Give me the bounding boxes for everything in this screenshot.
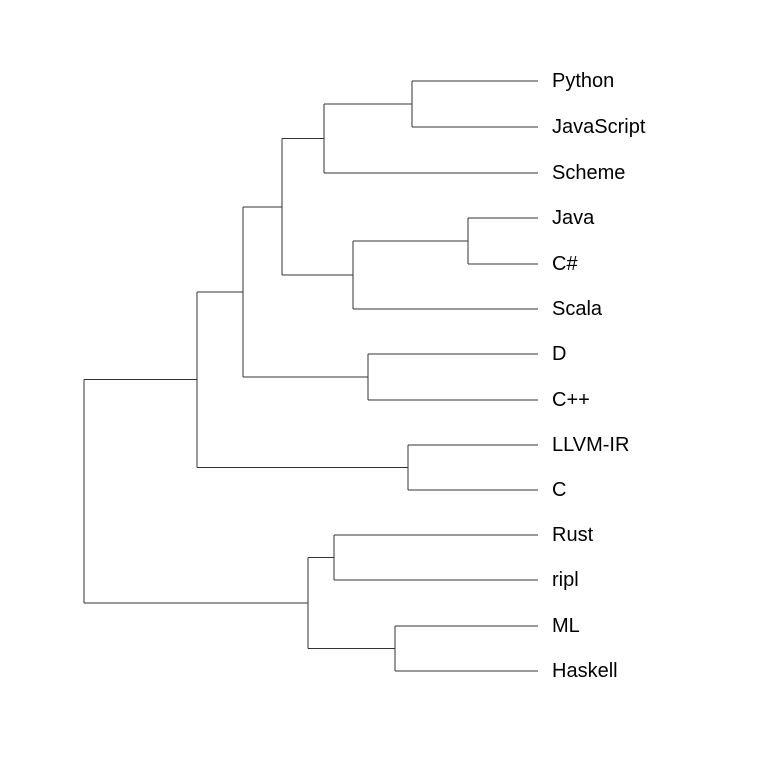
leaf-label-javascript: JavaScript <box>552 116 646 138</box>
leaf-label-rust: Rust <box>552 524 594 546</box>
leaf-label-scala: Scala <box>552 298 603 320</box>
leaf-label-python: Python <box>552 70 615 92</box>
leaf-label-scheme: Scheme <box>552 162 626 184</box>
leaf-label-c: C <box>552 479 567 501</box>
leaf-label-csharp: C# <box>552 253 578 275</box>
leaf-label-llvm-ir: LLVM-IR <box>552 434 630 456</box>
leaf-label-ripl: ripl <box>552 569 579 591</box>
leaf-label-ml: ML <box>552 615 580 637</box>
leaf-label-java: Java <box>552 207 595 229</box>
leaf-label-d: D <box>552 343 567 365</box>
leaf-label-cpp: C++ <box>552 389 590 411</box>
leaf-label-haskell: Haskell <box>552 660 618 682</box>
